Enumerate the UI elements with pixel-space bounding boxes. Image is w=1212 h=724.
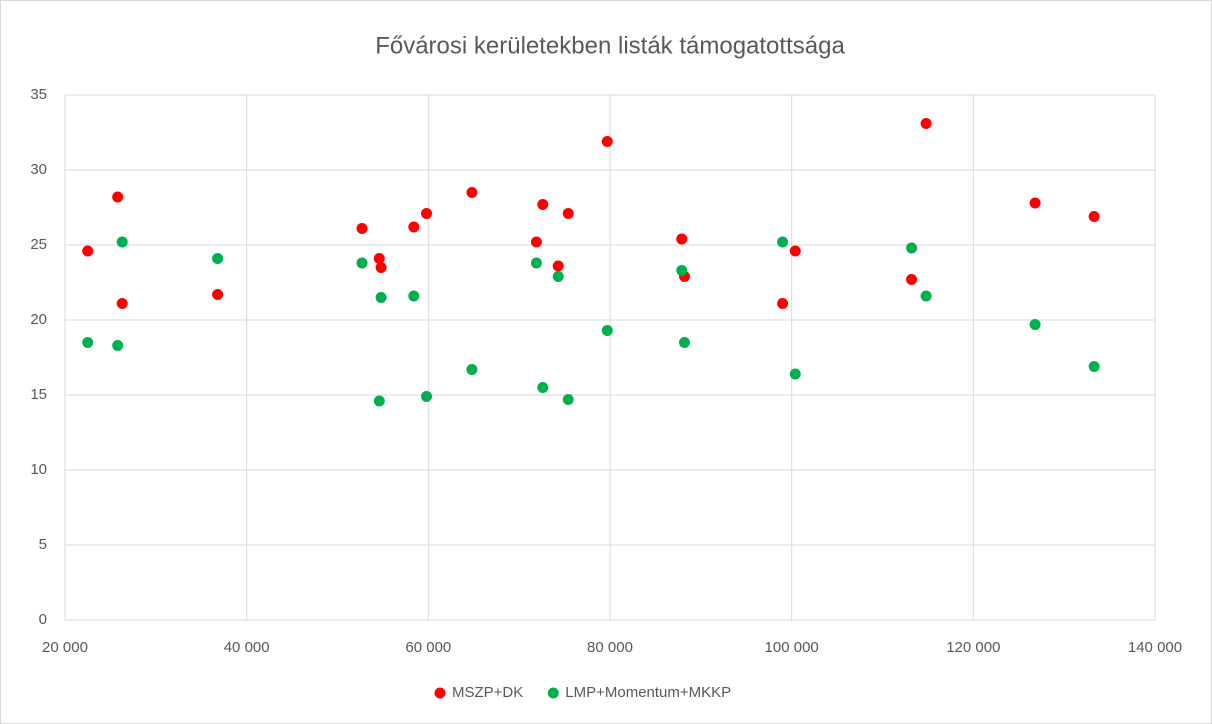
x-tick-label: 80 000 <box>587 639 633 656</box>
point <box>906 274 918 285</box>
point <box>601 136 613 147</box>
point <box>116 236 128 248</box>
point <box>82 337 94 348</box>
y-tick-label: 20 <box>30 311 47 328</box>
point <box>537 199 549 210</box>
point <box>777 236 789 248</box>
point <box>552 271 564 282</box>
point <box>373 253 385 264</box>
legend-label: MSZP+DK <box>452 684 523 701</box>
point <box>906 242 918 254</box>
x-tick-label: 20 000 <box>42 639 88 656</box>
point <box>112 340 124 351</box>
point <box>1029 197 1041 209</box>
point <box>375 262 387 273</box>
x-tick-label: 100 000 <box>765 639 819 656</box>
point <box>920 290 932 302</box>
y-tick-label: 30 <box>30 161 47 178</box>
point <box>375 292 387 303</box>
x-tick-label: 120 000 <box>946 639 1000 656</box>
y-tick-label: 25 <box>30 236 47 253</box>
point <box>466 364 478 375</box>
point <box>920 118 932 129</box>
point <box>212 289 224 300</box>
point <box>421 208 433 219</box>
y-tick-label: 5 <box>39 536 47 553</box>
point <box>530 257 542 269</box>
point <box>421 391 433 402</box>
point <box>562 208 574 219</box>
point <box>1088 211 1100 222</box>
point <box>466 187 478 198</box>
point <box>676 265 688 276</box>
point <box>373 395 385 407</box>
x-tick-label: 140 000 <box>1128 639 1182 656</box>
point <box>356 257 368 269</box>
y-tick-label: 0 <box>39 611 47 628</box>
point <box>537 382 549 393</box>
point <box>1088 361 1100 372</box>
legend-marker <box>547 687 559 699</box>
point <box>789 245 801 257</box>
point <box>112 191 124 203</box>
x-tick-label: 40 000 <box>224 639 270 656</box>
y-tick-label: 15 <box>30 386 47 403</box>
point <box>82 245 94 257</box>
x-tick-label: 60 000 <box>405 639 451 656</box>
point <box>408 290 420 302</box>
point <box>530 236 542 248</box>
y-tick-label: 10 <box>30 461 47 478</box>
point <box>789 368 801 380</box>
point <box>116 298 128 309</box>
point <box>678 337 690 348</box>
point <box>601 325 613 336</box>
point <box>356 223 368 234</box>
point <box>562 394 574 405</box>
point <box>1029 319 1041 330</box>
chart-title: Fővárosi kerületekben listák támogatotts… <box>375 32 845 59</box>
y-tick-label: 35 <box>30 86 47 103</box>
point <box>408 221 420 233</box>
point <box>552 260 564 272</box>
legend-label: LMP+Momentum+MKKP <box>565 684 731 701</box>
point <box>676 233 688 245</box>
legend-marker <box>434 687 446 699</box>
point <box>212 253 224 264</box>
point <box>777 298 789 309</box>
